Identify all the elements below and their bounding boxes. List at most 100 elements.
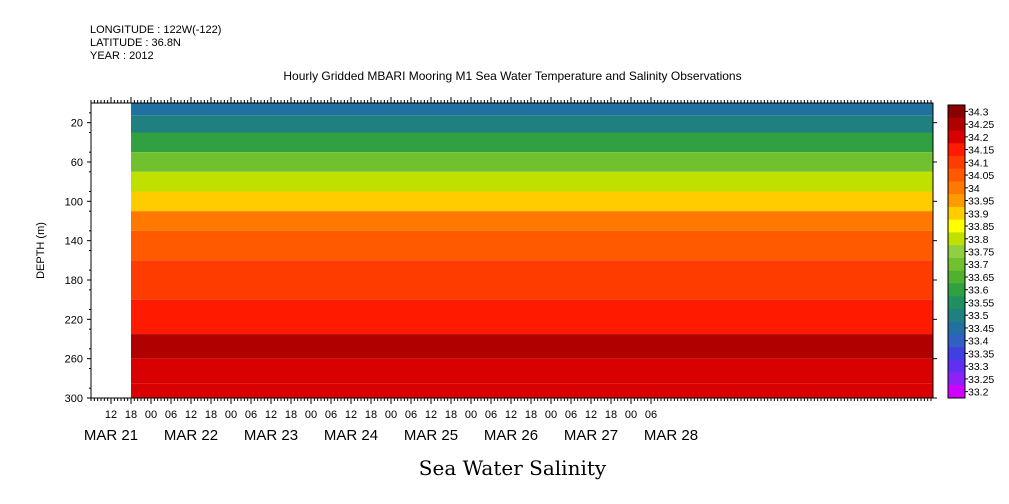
- colorbar-label: 33.25: [968, 374, 994, 386]
- x-hour-label: 06: [405, 409, 417, 421]
- colorbar-swatch: [948, 206, 965, 220]
- colorbar-label: 34.2: [968, 132, 989, 144]
- y-tick-label: 260: [65, 354, 83, 366]
- x-hour-label: 06: [645, 409, 657, 421]
- chart-title: Hourly Gridded MBARI Mooring M1 Sea Wate…: [283, 69, 742, 83]
- x-hour-label: 18: [285, 409, 297, 421]
- colorbar-label: 33.4: [968, 336, 989, 348]
- x-date-label: MAR 21: [84, 427, 138, 444]
- x-hour-label: 06: [165, 409, 177, 421]
- colorbar-swatch: [948, 181, 965, 195]
- x-date-label: MAR 28: [644, 427, 698, 444]
- colorbar-label: 33.85: [968, 221, 994, 233]
- salinity-band: [131, 334, 933, 359]
- x-hour-label: 12: [505, 409, 517, 421]
- x-hour-label: 12: [105, 409, 117, 421]
- colorbar-label: 33.7: [968, 259, 989, 271]
- y-axis-title: DEPTH (m): [35, 222, 47, 279]
- x-hour-label: 12: [185, 409, 197, 421]
- x-date-label: MAR 23: [244, 427, 298, 444]
- y-tick-label: 60: [71, 157, 83, 169]
- x-date-label: MAR 25: [404, 427, 458, 444]
- x-date-label: MAR 27: [564, 427, 618, 444]
- x-hour-label: 18: [365, 409, 377, 421]
- x-hour-label: 06: [565, 409, 577, 421]
- salinity-band: [131, 260, 933, 300]
- x-hour-label: 00: [145, 409, 157, 421]
- colorbar-label: 33.8: [968, 234, 989, 246]
- x-hour-label: 18: [205, 409, 217, 421]
- colorbar-swatch: [948, 143, 965, 157]
- colorbar-swatch: [948, 194, 965, 208]
- latitude-label: LATITUDE : 36.8N: [90, 37, 181, 49]
- colorbar-swatch: [948, 283, 965, 297]
- colorbar-swatch: [948, 270, 965, 284]
- colorbar-label: 33.9: [968, 208, 989, 220]
- colorbar-swatch: [948, 321, 965, 335]
- x-hour-label: 00: [625, 409, 637, 421]
- salinity-band: [131, 230, 933, 261]
- salinity-band: [131, 383, 933, 398]
- colorbar-swatch: [948, 372, 965, 386]
- salinity-bands: [131, 103, 933, 398]
- colorbar-swatch: [948, 257, 965, 271]
- x-date-label: MAR 24: [324, 427, 378, 444]
- colorbar-swatch: [948, 130, 965, 144]
- colorbar-swatch: [948, 232, 965, 246]
- salinity-band: [131, 358, 933, 384]
- y-tick-label: 20: [71, 118, 83, 130]
- x-hour-label: 00: [385, 409, 397, 421]
- colorbar-label: 34.25: [968, 119, 994, 131]
- y-tick-label: 220: [65, 314, 83, 326]
- colorbar-swatch: [948, 117, 965, 131]
- salinity-band: [131, 152, 933, 172]
- x-hour-label: 00: [225, 409, 237, 421]
- colorbar-swatch: [948, 245, 965, 259]
- salinity-band: [131, 211, 933, 231]
- colorbar-swatch: [948, 347, 965, 361]
- y-tick-label: 140: [65, 236, 83, 248]
- x-hour-label: 12: [425, 409, 437, 421]
- colorbar-label: 33.75: [968, 247, 994, 259]
- colorbar-label: 33.95: [968, 196, 994, 208]
- colorbar-label: 33.3: [968, 361, 989, 373]
- colorbar: 34.334.2534.234.1534.134.053433.9533.933…: [947, 104, 994, 399]
- x-axis-title: Sea Water Salinity: [418, 456, 607, 480]
- x-hour-label: 18: [125, 409, 137, 421]
- x-hour-label: 12: [585, 409, 597, 421]
- x-hour-label: 00: [305, 409, 317, 421]
- salinity-band: [131, 103, 933, 116]
- year-label: YEAR : 2012: [90, 50, 154, 62]
- colorbar-label: 33.35: [968, 348, 994, 360]
- colorbar-swatch: [948, 168, 965, 182]
- colorbar-label: 34.15: [968, 145, 994, 157]
- colorbar-swatch: [948, 296, 965, 310]
- colorbar-label: 33.55: [968, 297, 994, 309]
- x-date-label: MAR 26: [484, 427, 538, 444]
- colorbar-swatch: [948, 334, 965, 348]
- colorbar-swatch: [948, 308, 965, 322]
- colorbar-label: 34.05: [968, 170, 994, 182]
- x-hour-label: 12: [345, 409, 357, 421]
- colorbar-label: 33.45: [968, 323, 994, 335]
- colorbar-swatch: [948, 359, 965, 373]
- colorbar-label: 34.3: [968, 106, 989, 118]
- y-tick-label: 100: [65, 196, 83, 208]
- colorbar-swatch: [948, 219, 965, 233]
- x-hour-label: 00: [545, 409, 557, 421]
- x-hour-label: 18: [605, 409, 617, 421]
- x-hour-label: 06: [325, 409, 337, 421]
- colorbar-swatch: [948, 385, 965, 399]
- x-hour-label: 06: [245, 409, 257, 421]
- x-hour-label: 18: [525, 409, 537, 421]
- salinity-band: [131, 115, 933, 133]
- colorbar-label: 33.65: [968, 272, 994, 284]
- colorbar-label: 33.6: [968, 285, 989, 297]
- x-hour-label: 00: [465, 409, 477, 421]
- salinity-band: [131, 191, 933, 212]
- salinity-band: [131, 299, 933, 335]
- x-hour-label: 06: [485, 409, 497, 421]
- y-tick-label: 300: [65, 393, 83, 405]
- colorbar-label: 34.1: [968, 157, 989, 169]
